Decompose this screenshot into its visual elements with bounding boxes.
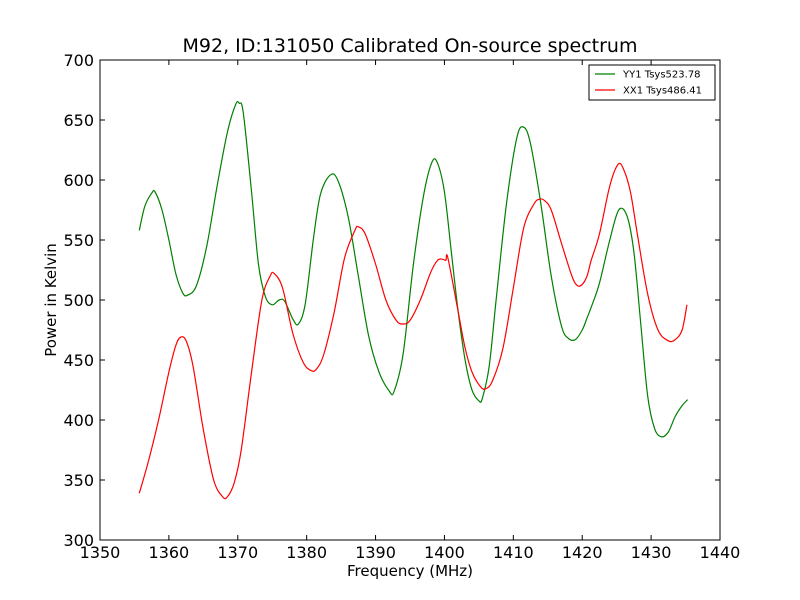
legend-box: [588, 64, 716, 101]
x-tick-label: 1380: [286, 543, 327, 562]
series-line-xx1: [138, 162, 688, 500]
tick-layer: 1350 1360 1370 1380 1390 1400 1410 1420 1430 1440…: [63, 51, 740, 562]
x-tick-label: 1410: [493, 543, 534, 562]
y-tick-label: 350: [63, 471, 94, 490]
plot-area: [99, 59, 721, 541]
x-tick-label: 1440: [700, 543, 741, 562]
x-tick-label: 1390: [355, 543, 396, 562]
y-tick-label: 450: [63, 351, 94, 370]
y-axis-label: Power in Kelvin: [42, 243, 60, 357]
x-tick-label: 1370: [217, 543, 258, 562]
legend-label-xx1: XX1 Tsys486.41: [623, 86, 702, 97]
y-tick-label: 550: [63, 231, 94, 250]
x-tick-label: 1430: [631, 543, 672, 562]
y-tick-label: 500: [63, 291, 94, 310]
y-tick-label: 600: [63, 171, 94, 190]
series-line-yy1: [138, 100, 689, 438]
chart-title: M92, ID:131050 Calibrated On-source spec…: [183, 35, 638, 57]
y-tick-label: 650: [63, 111, 94, 130]
x-axis-label: Frequency (MHz): [347, 562, 473, 580]
y-tick-label: 300: [63, 531, 94, 550]
x-tick-label: 1420: [562, 543, 603, 562]
legend-label-yy1: YY1 Tsys523.78: [622, 70, 701, 81]
legend: YY1 Tsys523.78 XX1 Tsys486.41: [588, 64, 716, 101]
y-tick-label: 400: [63, 411, 94, 430]
series-layer: [138, 100, 689, 500]
x-tick-label: 1350: [80, 543, 121, 562]
x-tick-label: 1360: [149, 543, 190, 562]
y-tick-label: 700: [63, 51, 94, 70]
x-tick-label: 1400: [424, 543, 465, 562]
